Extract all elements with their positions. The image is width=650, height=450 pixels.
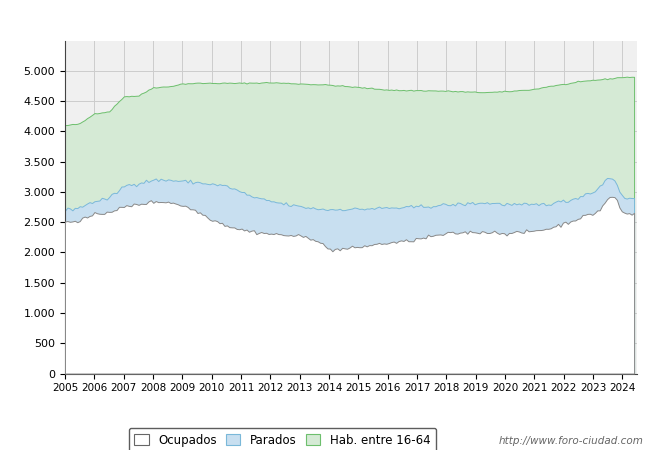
Text: http://www.foro-ciudad.com: http://www.foro-ciudad.com <box>499 436 644 446</box>
Text: Centelles - Evolucion de la poblacion en edad de Trabajar Mayo de 2024: Centelles - Evolucion de la poblacion en… <box>84 13 566 26</box>
Legend: Ocupados, Parados, Hab. entre 16-64: Ocupados, Parados, Hab. entre 16-64 <box>129 428 436 450</box>
